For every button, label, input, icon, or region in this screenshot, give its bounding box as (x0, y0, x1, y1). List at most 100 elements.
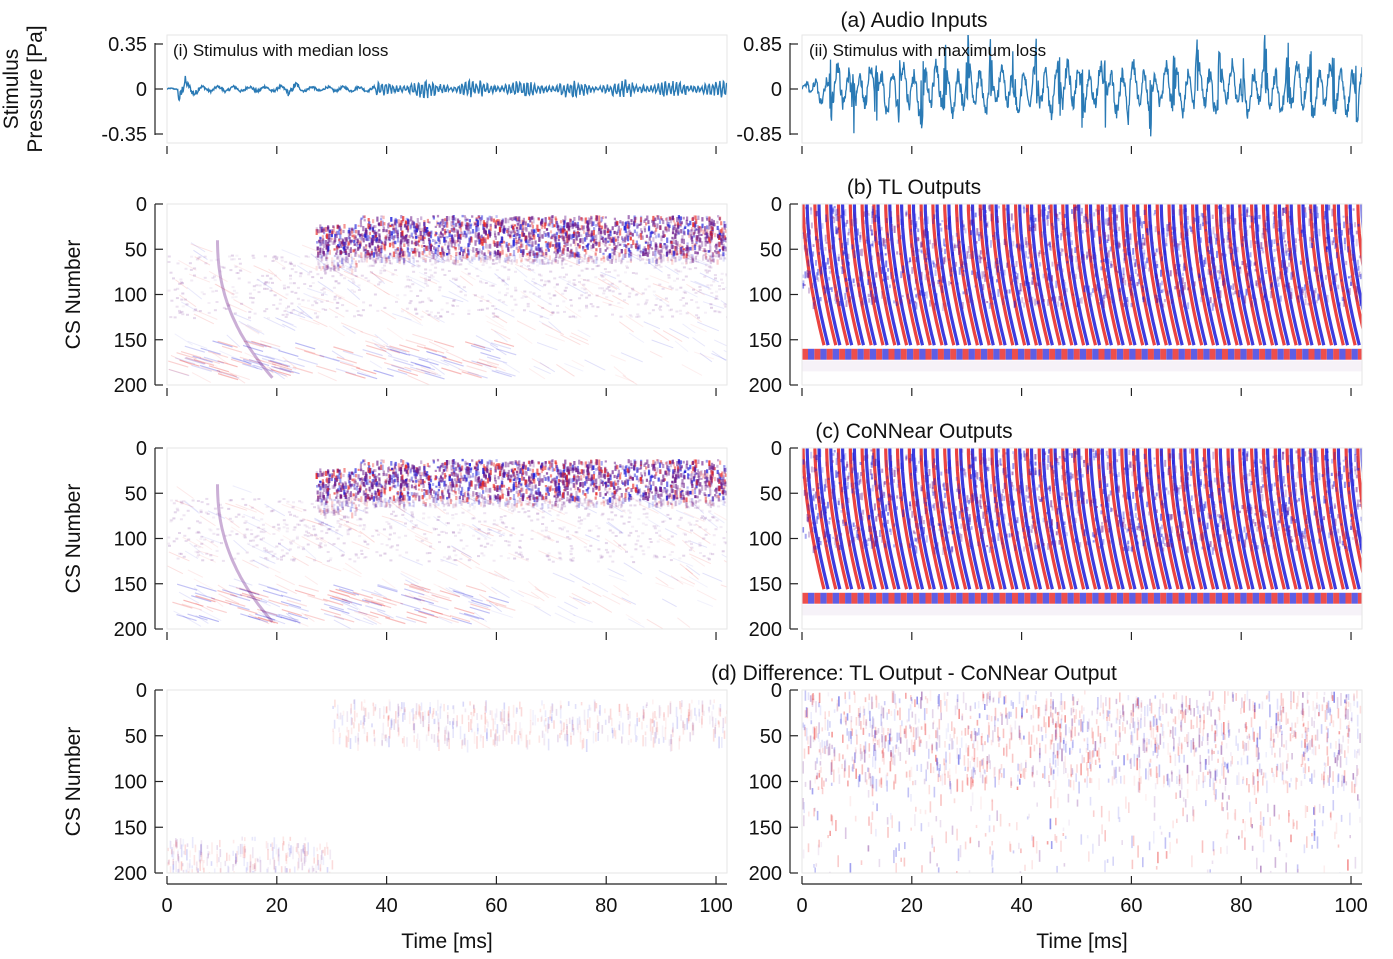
heat-mid-mark (494, 308, 497, 310)
heat-dense-mark (545, 228, 549, 231)
heat-texture-mark (1197, 231, 1200, 239)
heat-dense-mark (413, 229, 416, 234)
heat-dense-mark (429, 259, 432, 263)
heat-mid-mark (175, 297, 179, 300)
heat-dense-mark (563, 240, 566, 245)
heat-dense-mark (549, 230, 553, 234)
heat-texture-mark (979, 231, 982, 236)
heat-dense-mark (643, 226, 646, 230)
heat-texture-mark (1082, 254, 1085, 261)
heat-mid-mark (285, 293, 289, 296)
heat-texture-mark (1213, 271, 1216, 279)
heat-mid-mark (616, 274, 620, 277)
heat-dense-mark (563, 220, 566, 227)
heat-texture-mark (1110, 208, 1113, 212)
heat-texture-mark (962, 223, 965, 228)
heat-mid-mark (285, 307, 289, 310)
heat-texture-mark (888, 238, 891, 241)
heat-texture-mark (853, 219, 856, 227)
heat-texture-mark (885, 297, 888, 305)
heat-texture-mark (959, 250, 962, 254)
heat-dense-mark (326, 257, 329, 260)
heat-dense-mark (384, 235, 387, 239)
heat-texture-mark (1285, 266, 1288, 269)
heat-mid-mark (576, 253, 580, 256)
heat-dense-mark (493, 230, 497, 235)
heat-texture-mark (928, 239, 931, 245)
heat-texture-mark (932, 281, 935, 287)
heat-stripe (331, 350, 345, 359)
heat-texture-mark (994, 231, 997, 240)
heat-texture-mark (1094, 252, 1096, 256)
heat-dense-mark (627, 247, 630, 252)
heat-texture-mark (1085, 216, 1088, 222)
heat-dense-mark (665, 217, 668, 221)
heat-texture-mark (1202, 213, 1205, 218)
heat-dense-mark (375, 237, 378, 241)
heat-dense-mark (397, 219, 400, 224)
heat-stripe (428, 341, 449, 352)
heat-mid-mark (195, 258, 199, 261)
heat-dense-mark (549, 222, 552, 225)
heat-texture-mark (1249, 240, 1252, 248)
heat-dense-mark (555, 242, 558, 248)
heat-low-band-positive (937, 348, 944, 360)
heat-dense-mark (504, 257, 507, 263)
heat-texture-mark (1232, 259, 1235, 266)
heat-dense-mark (601, 216, 604, 220)
heat-texture-mark (979, 250, 982, 255)
heat-dense-mark (464, 218, 467, 223)
heat-dense-mark (693, 244, 697, 251)
heat-dense-mark (443, 237, 446, 243)
heat-dense-mark (443, 252, 446, 257)
heat-dense-mark (405, 233, 408, 237)
heat-stripe (686, 257, 707, 266)
heat-stripe (334, 270, 352, 280)
heat-dense-mark (627, 243, 630, 246)
heat-texture-mark (1005, 241, 1008, 247)
heat-texture-mark (1103, 294, 1106, 300)
heat-texture-mark (1238, 296, 1241, 299)
heat-mid-mark (600, 261, 604, 264)
heat-dense-mark (372, 256, 375, 262)
heat-mid-mark (403, 294, 407, 297)
heat-dense-mark (315, 255, 318, 258)
heat-mid-mark (634, 294, 638, 297)
heat-mid-mark (389, 262, 393, 265)
heat-mid-mark (685, 312, 689, 315)
heat-dense-mark (524, 226, 527, 231)
heat-texture-mark (1095, 254, 1097, 260)
heat-mid-mark (524, 258, 528, 261)
heat-mid-mark (416, 260, 420, 263)
heat-mid-mark (229, 269, 233, 272)
heat-low-band (466, 365, 487, 373)
heat-texture-mark (802, 235, 805, 239)
heat-texture-mark (840, 266, 843, 269)
heat-texture-mark (814, 236, 817, 241)
heat-low-band-positive (814, 348, 821, 360)
heat-mid-mark (408, 286, 412, 289)
heat-dense-mark (433, 246, 436, 250)
heat-stripe (272, 258, 286, 269)
heat-dense-mark (407, 258, 410, 261)
heat-texture-mark (848, 228, 851, 234)
heat-dense-mark (484, 254, 487, 260)
heat-dense-mark (535, 246, 538, 251)
heat-dense-mark (376, 216, 379, 222)
heat-texture-mark (1213, 300, 1216, 307)
heat-dense-mark (604, 243, 607, 247)
heat-dense-mark (682, 251, 685, 256)
heat-stripe-negative (994, 204, 1019, 346)
heat-dense-mark (555, 233, 558, 240)
heat-dense-mark (451, 225, 454, 228)
heat-mid-mark (636, 253, 640, 256)
heat-texture-mark (1338, 236, 1340, 243)
heat-dense-mark (611, 259, 614, 262)
heat-dense-mark (678, 220, 681, 224)
heat-stripe (369, 360, 383, 369)
heat-texture-mark (1075, 256, 1078, 263)
heat-texture-mark (893, 300, 896, 304)
heat-mid-mark (420, 315, 424, 318)
heat-texture-mark (962, 225, 965, 231)
heat-stripe (243, 359, 258, 370)
